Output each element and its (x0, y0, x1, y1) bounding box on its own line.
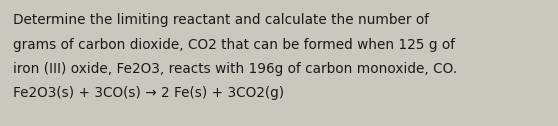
Text: grams of carbon dioxide, CO2 that can be formed when 125 g of: grams of carbon dioxide, CO2 that can be… (13, 38, 455, 52)
Text: Fe2O3(s) + 3CO(s) → 2 Fe(s) + 3CO2(g): Fe2O3(s) + 3CO(s) → 2 Fe(s) + 3CO2(g) (13, 87, 284, 101)
Text: iron (III) oxide, Fe2O3, reacts with 196g of carbon monoxide, CO.: iron (III) oxide, Fe2O3, reacts with 196… (13, 62, 457, 76)
Text: Determine the limiting reactant and calculate the number of: Determine the limiting reactant and calc… (13, 13, 429, 27)
